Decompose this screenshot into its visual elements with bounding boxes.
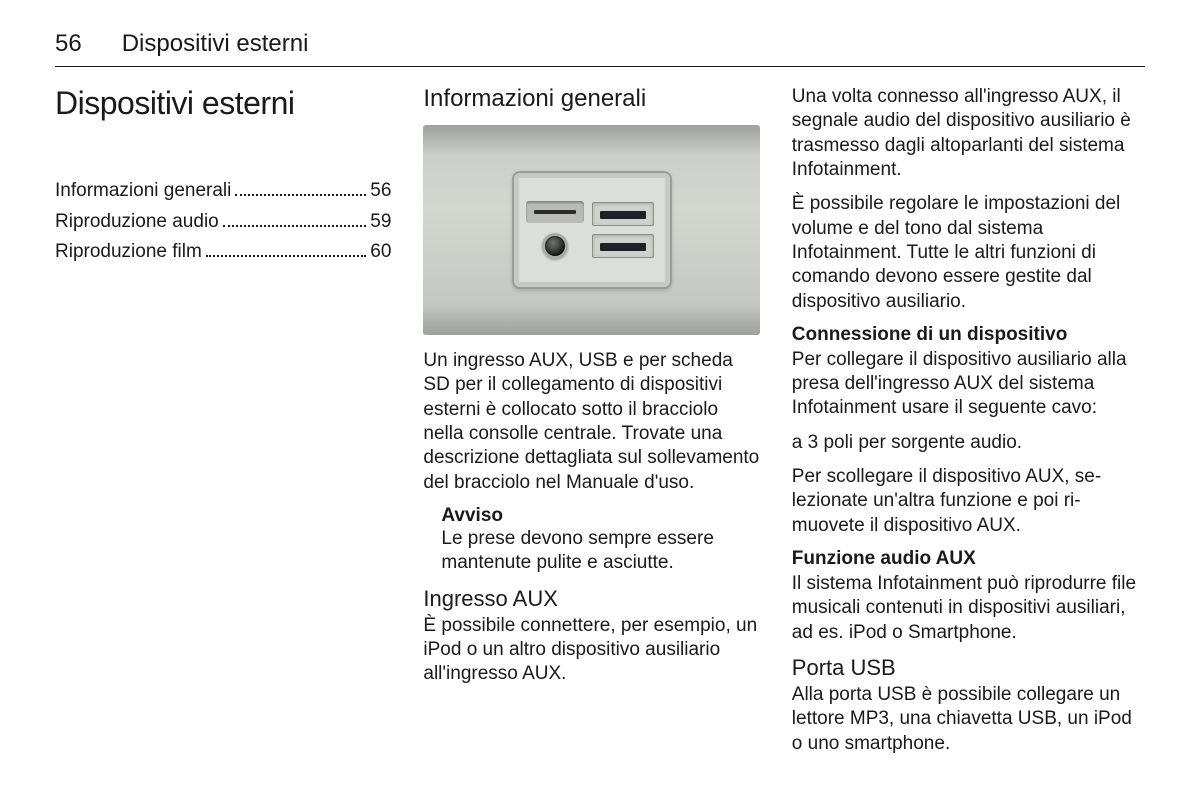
notice-body: Le prese devono sempre essere mantenute … bbox=[441, 527, 759, 576]
content-columns: Dispositivi esterni Informazioni general… bbox=[55, 85, 1145, 756]
aux-jack-icon bbox=[542, 233, 568, 259]
paragraph: È possibile regolare le impostazioni del… bbox=[792, 192, 1145, 314]
port-right-group bbox=[592, 202, 658, 258]
paragraph: Per scollegare il dispositivo AUX, se­le… bbox=[792, 465, 1145, 538]
toc-label: Riproduzione audio bbox=[55, 208, 219, 237]
paragraph: Un ingresso AUX, USB e per scheda SD per… bbox=[423, 349, 759, 495]
notice-block: Avviso Le prese devono sempre essere man… bbox=[423, 505, 759, 576]
notice-title: Avviso bbox=[441, 505, 759, 527]
ports-illustration bbox=[423, 125, 759, 335]
toc-leader bbox=[206, 255, 366, 257]
toc-page: 59 bbox=[370, 208, 391, 237]
paragraph: Alla porta USB è possibile collegare un … bbox=[792, 683, 1145, 756]
toc-row: Riproduzione audio 59 bbox=[55, 208, 391, 237]
subheading: Porta USB bbox=[792, 655, 1145, 681]
paragraph: Per collegare il dispositivo ausiliario … bbox=[792, 348, 1145, 421]
subheading-bold: Connessione di un dispositivo bbox=[792, 324, 1145, 346]
usb-port-icon bbox=[592, 234, 654, 258]
section-heading: Informazioni generali bbox=[423, 85, 759, 113]
paragraph: È possibile connettere, per esempio, un … bbox=[423, 614, 759, 687]
port-left-group bbox=[526, 201, 584, 259]
toc-row: Informazioni generali 56 bbox=[55, 177, 391, 206]
column-2: Informazioni generali Un ingresso AUX, U… bbox=[423, 85, 759, 756]
subheading-bold: Funzione audio AUX bbox=[792, 548, 1145, 570]
page-number: 56 bbox=[55, 30, 82, 58]
paragraph: a 3 poli per sorgente audio. bbox=[792, 431, 1145, 455]
page-header: 56 Dispositivi esterni bbox=[55, 30, 1145, 67]
paragraph: Una volta connesso all'ingresso AUX, il … bbox=[792, 85, 1145, 182]
chapter-title: Dispositivi esterni bbox=[55, 85, 391, 122]
running-title: Dispositivi esterni bbox=[122, 30, 309, 58]
toc-label: Riproduzione film bbox=[55, 238, 202, 267]
column-1: Dispositivi esterni Informazioni general… bbox=[55, 85, 391, 756]
sd-slot-icon bbox=[526, 201, 584, 223]
toc-leader bbox=[223, 225, 367, 227]
column-3: Una volta connesso all'ingresso AUX, il … bbox=[792, 85, 1145, 756]
subheading: Ingresso AUX bbox=[423, 586, 759, 612]
paragraph: Il sistema Infotainment può riprodurre f… bbox=[792, 572, 1145, 645]
toc-label: Informazioni generali bbox=[55, 177, 231, 206]
toc-row: Riproduzione film 60 bbox=[55, 238, 391, 267]
usb-port-icon bbox=[592, 202, 654, 226]
toc-page: 60 bbox=[370, 238, 391, 267]
port-panel bbox=[512, 171, 672, 289]
toc-leader bbox=[235, 194, 366, 196]
toc-page: 56 bbox=[370, 177, 391, 206]
